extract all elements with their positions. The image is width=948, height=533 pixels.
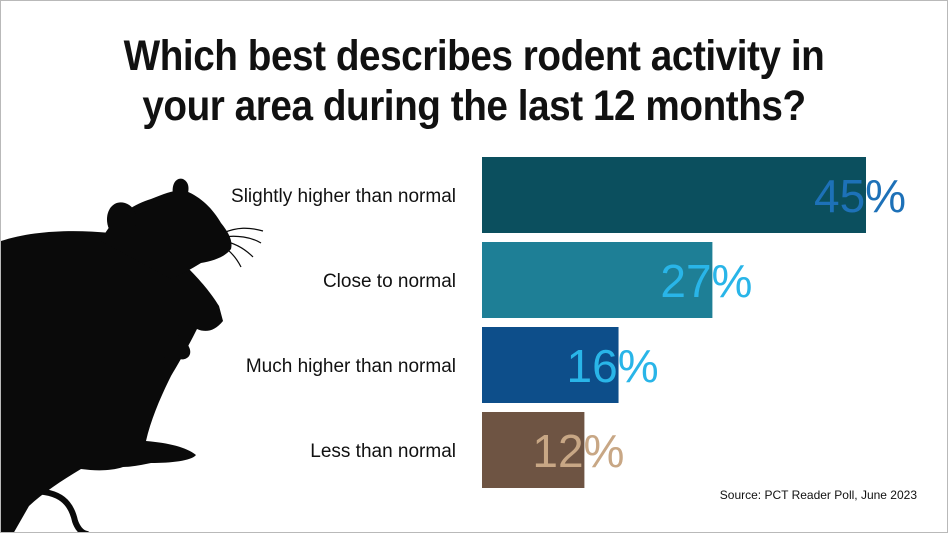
category-label-2: Close to normal <box>323 271 456 292</box>
category-label-1: Slightly higher than normal <box>231 186 456 207</box>
bar-1 <box>482 157 866 233</box>
category-label-4: Less than normal <box>310 441 456 462</box>
rat-silhouette-icon <box>1 178 264 532</box>
value-label-4: 12% <box>532 425 624 477</box>
value-label-1: 45% <box>814 170 906 222</box>
chart-title: Which best describes rodent activity in … <box>48 31 899 131</box>
bar-4 <box>482 412 585 488</box>
bar-3 <box>482 327 619 403</box>
category-label-3: Much higher than normal <box>246 356 456 377</box>
source-note: Source: PCT Reader Poll, June 2023 <box>719 488 917 502</box>
chart-title-line-2: your area during the last 12 months? <box>142 82 806 130</box>
value-label-3: 16% <box>567 340 659 392</box>
bar-2 <box>482 242 713 318</box>
value-label-2: 27% <box>660 255 752 307</box>
chart-title-line-1: Which best describes rodent activity in <box>123 32 825 80</box>
